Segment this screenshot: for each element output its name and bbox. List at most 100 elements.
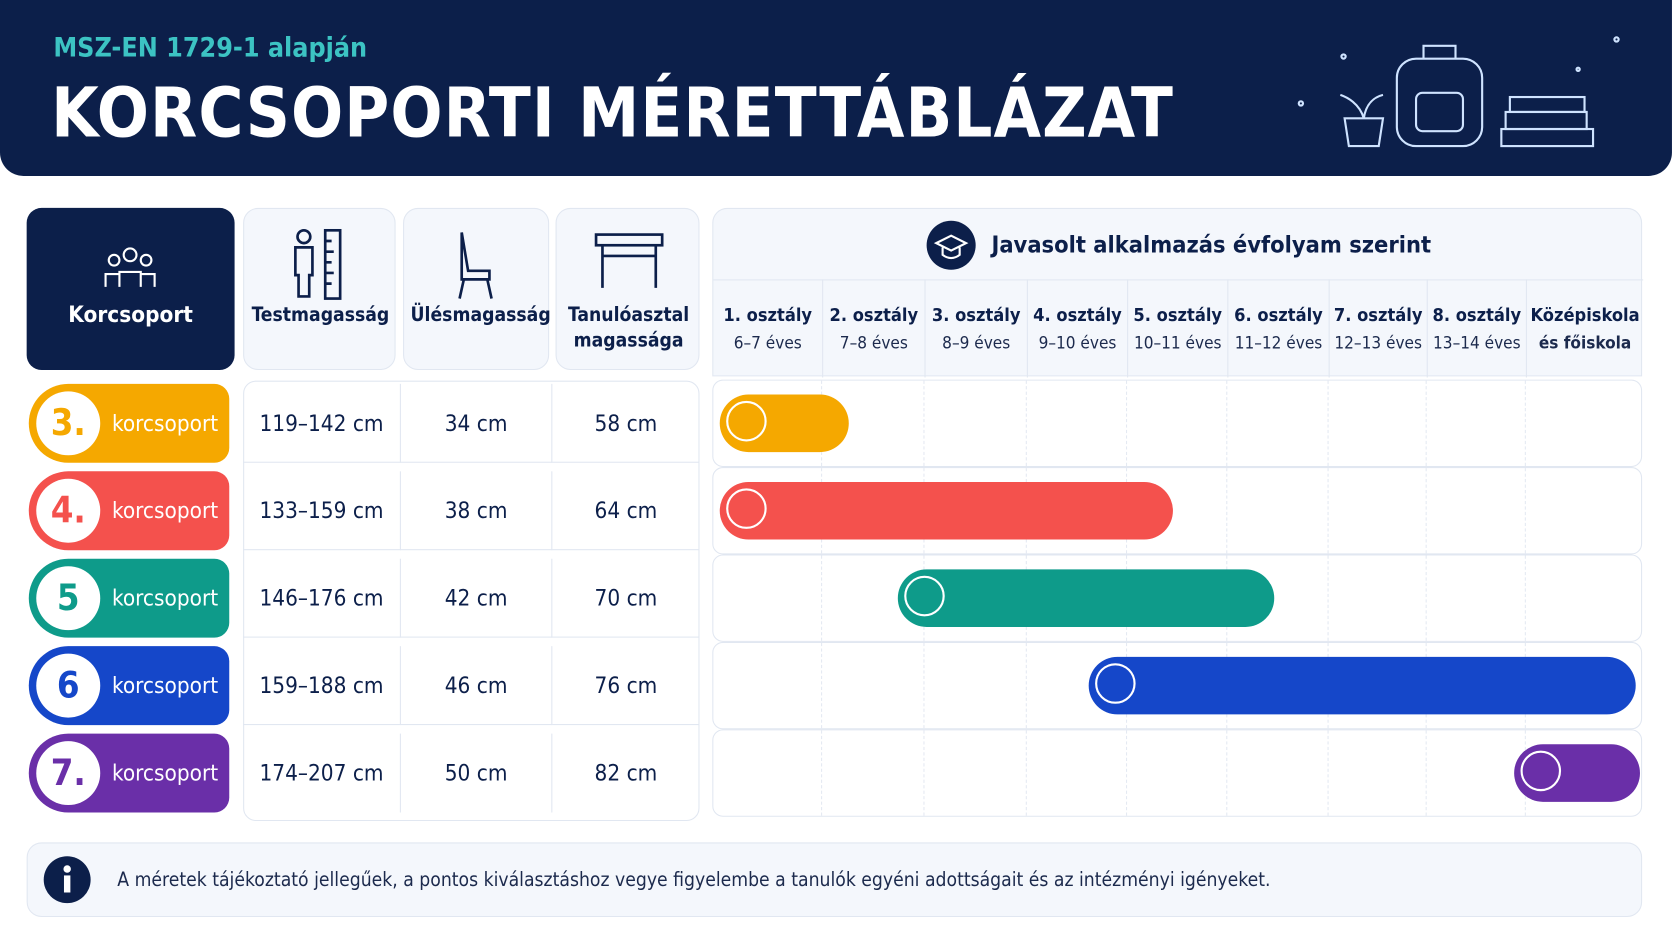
- table-cell: 46 cm: [400, 646, 553, 726]
- grade-age: 12–13 éves: [1334, 332, 1422, 353]
- grid-divider: [1327, 468, 1329, 554]
- grade-column: 4. osztály 9–10 éves: [1026, 279, 1128, 378]
- grid-divider: [821, 730, 823, 816]
- table-cell: 174–207 cm: [243, 733, 401, 813]
- grid-divider: [1524, 555, 1526, 641]
- grid-divider: [821, 642, 823, 729]
- grade-name: 6. osztály: [1234, 304, 1323, 327]
- column-header-cell: Tanulóasztal magassága: [555, 207, 701, 371]
- grade-name: 7. osztály: [1333, 304, 1423, 327]
- grade-name: 8. osztály: [1432, 304, 1522, 327]
- grid-divider: [1327, 730, 1329, 816]
- grid-divider: [1226, 380, 1228, 466]
- note-box: A méretek tájékoztató jellegűek, a ponto…: [26, 842, 1643, 918]
- grade-name: Középiskola: [1530, 304, 1640, 327]
- grid-divider: [1524, 468, 1526, 554]
- grid-divider: [1425, 730, 1427, 816]
- column-header-cell: Ülésmagasság: [403, 207, 551, 371]
- grid-row: [712, 467, 1643, 555]
- icon: [293, 228, 341, 300]
- grade-column: 3. osztály 8–9 éves: [924, 279, 1027, 378]
- grid-divider: [1425, 468, 1427, 554]
- grid-divider: [1226, 730, 1228, 816]
- grade-column: 2. osztály 7–8 éves: [822, 279, 925, 378]
- grade-column: 8. osztály 13–14 éves: [1426, 279, 1526, 378]
- group-pill: 3. korcsoport: [28, 383, 230, 463]
- grade-column: 6. osztály 11–12 éves: [1227, 279, 1329, 378]
- group-number: 5: [36, 566, 101, 631]
- group-number: 6: [36, 653, 101, 718]
- bar-icon: [1095, 663, 1136, 704]
- group-label: korcsoport: [111, 760, 219, 786]
- grade-age: 10–11 éves: [1133, 332, 1222, 353]
- group-pill: 7. korcsoport: [28, 733, 230, 813]
- grade-name: 5. osztály: [1133, 304, 1223, 327]
- grid-divider: [923, 730, 925, 816]
- column-header: Testmagasság: [251, 303, 390, 327]
- table-body: [243, 380, 700, 822]
- subtitle: MSZ-EN 1729-1 alapján: [53, 31, 368, 63]
- bar-icon: [1520, 750, 1562, 792]
- grade-bar: [719, 394, 849, 453]
- grade-bar: [719, 481, 1173, 540]
- grade-bar: [1088, 656, 1636, 715]
- grade-age: 8–9 éves: [942, 332, 1011, 353]
- column-icon: [244, 228, 396, 307]
- grade-name: 4. osztály: [1033, 304, 1122, 327]
- grade-age: 13–14 éves: [1433, 332, 1521, 353]
- grade-bar: [897, 569, 1275, 627]
- table-cell: 159–188 cm: [243, 646, 401, 726]
- column-icon: [557, 228, 701, 296]
- table-cell: 133–159 cm: [243, 471, 401, 551]
- grid-divider: [1025, 380, 1027, 466]
- column-header: Korcsoport: [68, 301, 193, 328]
- grid-divider: [1025, 642, 1027, 729]
- group-pill: 6 korcsoport: [28, 646, 230, 726]
- grid-divider: [923, 642, 925, 729]
- info-icon: [43, 856, 91, 904]
- grade-age: 6–7 éves: [733, 332, 802, 353]
- grade-name: 1. osztály: [723, 304, 813, 327]
- table-cell: 34 cm: [400, 383, 553, 463]
- table-cell: 70 cm: [552, 559, 700, 638]
- icon: [594, 233, 663, 288]
- grade-age: 11–12 éves: [1234, 332, 1323, 353]
- grade-column: 1. osztály 6–7 éves: [713, 279, 823, 377]
- bar-icon: [726, 488, 767, 529]
- group-icon: [104, 247, 156, 287]
- bar-icon: [904, 575, 945, 617]
- table-cell: 38 cm: [400, 471, 553, 551]
- group-label: korcsoport: [111, 410, 219, 437]
- grid-divider: [1226, 468, 1228, 554]
- group-label: korcsoport: [111, 585, 219, 611]
- grid-divider: [1327, 380, 1329, 466]
- group-pill: 5 korcsoport: [28, 558, 230, 638]
- header-illustration: [1297, 36, 1620, 148]
- group-number: 7.: [36, 741, 101, 806]
- group-label: korcsoport: [111, 497, 219, 524]
- grid-divider: [821, 555, 823, 641]
- grade-column: 7. osztály 12–13 éves: [1328, 279, 1427, 378]
- title: KORCSOPORTI MÉRETTÁBLÁZAT: [51, 74, 1174, 154]
- table-cell: 76 cm: [552, 646, 700, 726]
- grade-title: Javasolt alkalmazás évfolyam szerint: [991, 231, 1432, 259]
- grade-column: Középiskola és főiskola: [1525, 279, 1644, 378]
- table-cell: 42 cm: [400, 558, 553, 638]
- table-cell: 50 cm: [401, 733, 553, 813]
- table-cell: 82 cm: [594, 760, 658, 786]
- table-cell: 119–142 cm: [243, 383, 401, 463]
- grade-column: 5. osztály 10–11 éves: [1127, 279, 1228, 378]
- group-number: 3.: [36, 391, 101, 456]
- table-cell: 64 cm: [552, 471, 700, 551]
- grade-name: 3. osztály: [931, 304, 1021, 327]
- grid-row: [712, 729, 1643, 817]
- grade-name: 2. osztály: [829, 304, 919, 327]
- column-header: Ülésmagasság: [410, 303, 551, 327]
- cap-icon: [926, 220, 976, 270]
- grade-age: és főiskola: [1538, 332, 1632, 353]
- column-header-cell: Testmagasság: [243, 207, 396, 371]
- note-text: A méretek tájékoztató jellegűek, a ponto…: [117, 868, 1271, 891]
